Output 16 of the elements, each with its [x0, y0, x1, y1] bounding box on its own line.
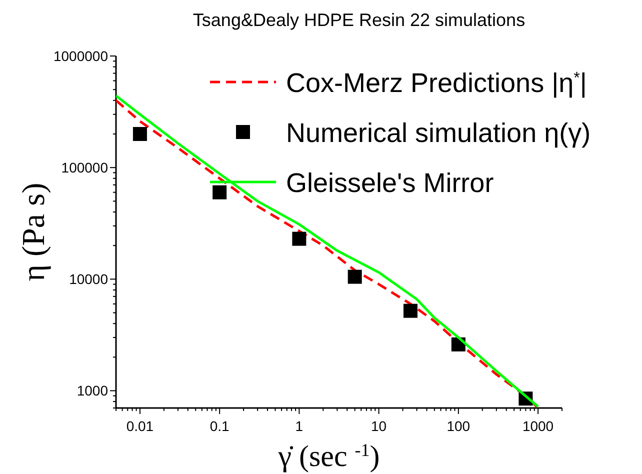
legend-label: Cox-Merz Predictions |η$^{*}$| — [286, 68, 587, 98]
x-tick-label: 0.01 — [126, 418, 154, 434]
x-tick-label: 1000 — [522, 418, 554, 434]
x-tick-label: 10 — [371, 418, 387, 434]
chart-title: Tsang&Dealy HDPE Resin 22 simulations — [192, 10, 526, 30]
x-tick-label: 0.1 — [210, 418, 230, 434]
legend-label: Numerical simulation η(γ) — [286, 118, 591, 148]
y-tick-label: 10000 — [69, 271, 108, 288]
y-tick-label: 100000 — [61, 160, 108, 176]
x-tick-label: 100 — [446, 418, 470, 434]
x-tick-label: 1 — [295, 418, 304, 434]
y-tick-label: 1000000 — [53, 48, 108, 64]
x-axis-title: γ̇ (sec $^{-1}$) — [277, 440, 380, 473]
y-tick-label: 1000 — [76, 382, 108, 399]
legend-label: Gleissele's Mirror — [286, 168, 494, 198]
y-axis-title: η (Pa s) — [15, 182, 51, 282]
